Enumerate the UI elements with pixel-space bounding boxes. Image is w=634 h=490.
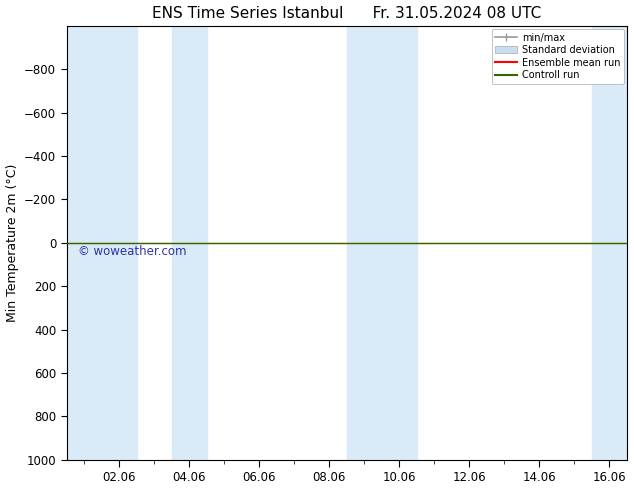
Text: © woweather.com: © woweather.com [78, 245, 186, 258]
Title: ENS Time Series Istanbul      Fr. 31.05.2024 08 UTC: ENS Time Series Istanbul Fr. 31.05.2024 … [152, 5, 541, 21]
Legend: min/max, Standard deviation, Ensemble mean run, Controll run: min/max, Standard deviation, Ensemble me… [491, 29, 624, 84]
Bar [172, 26, 207, 460]
Y-axis label: Min Temperature 2m (°C): Min Temperature 2m (°C) [6, 164, 18, 322]
Bar [592, 26, 627, 460]
Bar [347, 26, 417, 460]
Bar [67, 26, 137, 460]
